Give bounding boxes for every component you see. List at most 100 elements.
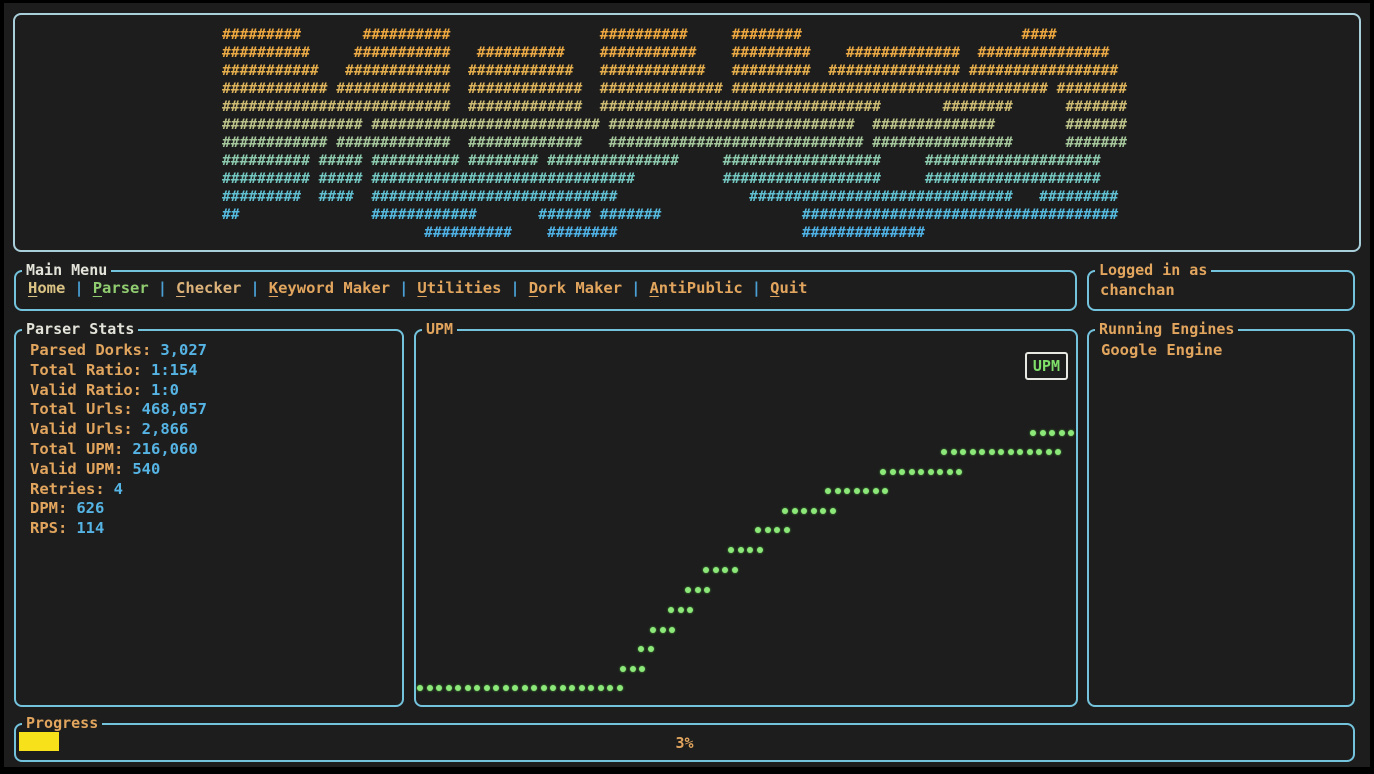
upm-data-dot [783, 527, 790, 533]
stat-line: RPS: 114 [30, 519, 396, 539]
upm-data-dot [889, 469, 896, 475]
menu-item-quit[interactable]: Quit [770, 279, 808, 297]
ascii-art-line: ########### ############ ############ ##… [222, 62, 1119, 79]
stat-value: 1:0 [150, 380, 179, 399]
banner-panel: ######### ########## ########## ########… [13, 13, 1361, 252]
upm-data-dot [820, 508, 826, 514]
upm-data-dot [863, 488, 869, 494]
upm-data-dot [512, 685, 518, 691]
logged-in-panel: Logged in as chanchan [1087, 261, 1355, 311]
progress-panel: Progress 3% [14, 714, 1355, 762]
upm-data-dot [493, 685, 499, 691]
engines-list: Google Engine [1101, 341, 1222, 359]
upm-data-dot [774, 527, 780, 533]
main-menu-panel: Main Menu Home | Parser | Checker | Keyword Ma… [14, 261, 1077, 311]
stat-line: Total Ratio: 1:154 [30, 361, 396, 381]
upm-data-dot [588, 685, 594, 691]
upm-data-dot [927, 469, 934, 475]
parser-stats-list: Parsed Dorks: 3,027 Total Ratio: 1:154 Valid… [30, 341, 396, 539]
upm-data-dot [882, 488, 888, 494]
upm-data-dot [677, 607, 684, 613]
upm-data-dot [1055, 449, 1061, 455]
upm-data-dot [1039, 430, 1046, 436]
stat-value: 468,057 [141, 400, 207, 419]
main-menu-title: Main Menu [22, 261, 112, 279]
stat-line: Valid Urls: 2,866 [30, 420, 396, 440]
menu-separator: | [751, 279, 762, 297]
upm-data-dot [988, 449, 995, 455]
upm-data-dot [417, 685, 423, 691]
menu-item-dork-maker[interactable]: Dork Maker [528, 279, 623, 297]
upm-legend: UPM [1024, 352, 1068, 380]
upm-data-dot [659, 627, 666, 633]
upm-data-dot [1030, 430, 1036, 436]
upm-data-dot [908, 469, 915, 475]
upm-data-dot [559, 685, 566, 691]
upm-data-dot [731, 567, 738, 573]
upm-data-dot [979, 449, 985, 455]
stat-label: RPS: [30, 519, 68, 538]
upm-data-dot [960, 449, 966, 455]
stat-label: Retries: [30, 479, 105, 498]
upm-data-dot [647, 646, 654, 652]
upm-data-dot [668, 607, 674, 613]
upm-data-dot [872, 488, 879, 494]
parser-stats-title: Parser Stats [22, 320, 139, 338]
menu-item-utilities[interactable]: Utilities [417, 279, 502, 297]
ascii-art-line: ############ ############# #############… [222, 80, 1127, 97]
ascii-art-line: ########################## #############… [222, 98, 1127, 115]
terminal-background [4, 3, 1370, 767]
upm-data-dot [607, 685, 613, 691]
upm-data-dot [483, 685, 490, 691]
stat-line: Retries: 4 [30, 480, 396, 500]
upm-data-dot [918, 469, 924, 475]
upm-data-dot [569, 685, 575, 691]
menu-item-antipublic[interactable]: AntiPublic [649, 279, 743, 297]
upm-scatter-dots [416, 331, 1076, 705]
upm-data-dot [998, 449, 1004, 455]
upm-data-dot [703, 567, 709, 573]
stat-line: Valid UPM: 540 [30, 460, 396, 480]
progress-bar-fill [19, 732, 60, 751]
upm-data-dot [1007, 449, 1014, 455]
upm-data-dot [550, 685, 556, 691]
upm-data-dot [956, 469, 962, 475]
upm-data-dot [629, 666, 636, 672]
upm-data-dot [880, 469, 886, 475]
upm-panel-title: UPM [422, 320, 458, 338]
upm-data-dot [844, 488, 850, 494]
upm-data-dot [801, 508, 807, 514]
upm-data-dot [620, 666, 626, 672]
upm-data-dot [950, 449, 957, 455]
upm-data-dot [521, 685, 528, 691]
ascii-art-line: ########## ######## ############## [222, 224, 925, 241]
ascii-art-line: ############ ############# #############… [222, 134, 1127, 151]
upm-data-dot [445, 685, 452, 691]
logged-in-title: Logged in as [1095, 261, 1212, 279]
stat-value: 3,027 [160, 341, 207, 359]
ascii-art-line: ########## ##### #######################… [222, 170, 1101, 187]
upm-data-dot [825, 488, 831, 494]
upm-data-dot [578, 685, 585, 691]
stat-line: Total UPM: 216,060 [30, 440, 396, 460]
stat-label: DPM: [30, 499, 68, 518]
upm-data-dot [1049, 430, 1055, 436]
menu-item-keyword-maker[interactable]: Keyword Maker [268, 279, 391, 297]
upm-data-dot [937, 469, 943, 475]
menu-item-home[interactable]: Home [28, 279, 66, 297]
running-engines-panel: Running Engines Google Engine [1087, 320, 1355, 707]
ascii-art-line: ######### ########## ########## ########… [222, 26, 1057, 43]
stat-value: 216,060 [132, 439, 198, 458]
progress-title: Progress [22, 714, 103, 732]
upm-data-dot [436, 685, 442, 691]
upm-data-dot [650, 627, 656, 633]
upm-data-dot [687, 607, 693, 613]
menu-item-checker[interactable]: Checker [176, 279, 242, 297]
menu-item-parser[interactable]: Parser [92, 279, 149, 297]
stat-label: Parsed Dorks: [30, 341, 152, 359]
upm-data-dot [540, 685, 547, 691]
upm-data-dot [464, 685, 471, 691]
upm-data-dot [1026, 449, 1033, 455]
stat-label: Valid UPM: [30, 459, 124, 478]
